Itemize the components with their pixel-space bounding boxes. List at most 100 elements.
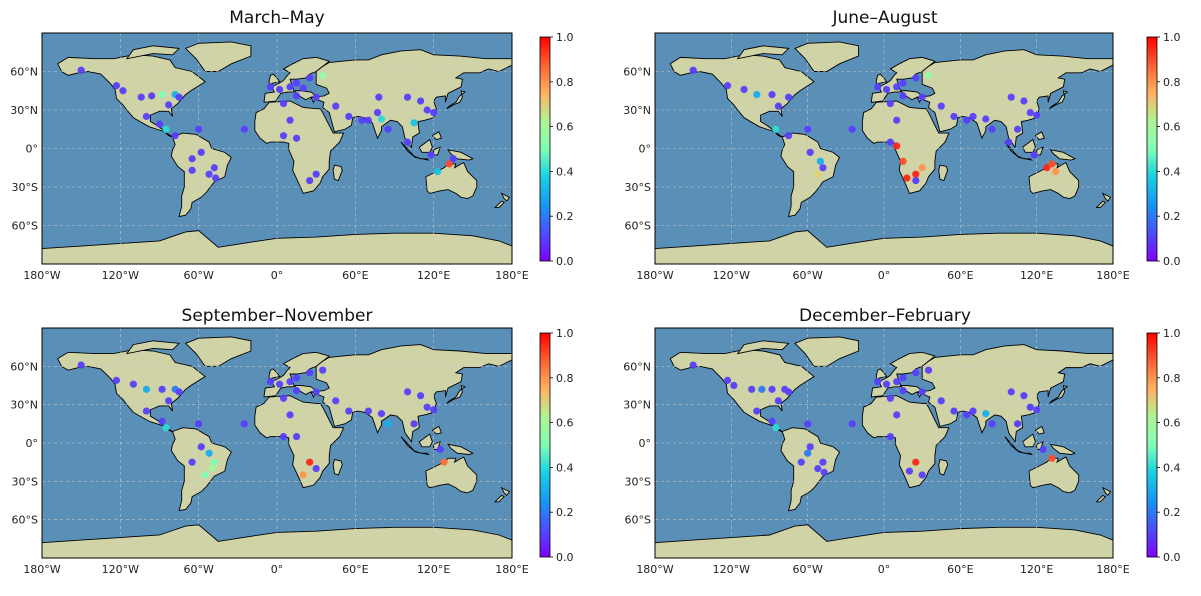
- data-point: [899, 79, 907, 87]
- lon-tick-label: 180°E: [495, 563, 528, 576]
- data-point: [772, 125, 780, 133]
- data-point: [874, 83, 882, 91]
- data-point: [403, 388, 412, 396]
- data-point: [142, 407, 151, 415]
- data-point: [820, 468, 828, 476]
- data-point: [723, 376, 732, 384]
- data-point: [937, 397, 945, 405]
- lon-tick-label: 60°W: [792, 269, 822, 282]
- data-point: [797, 458, 805, 466]
- data-point: [449, 155, 457, 163]
- data-point: [276, 380, 284, 388]
- data-point: [112, 82, 121, 90]
- data-point: [171, 132, 179, 140]
- lon-tick-label: 180°W: [636, 563, 673, 576]
- colorbar-tick-label: 0.8: [1163, 372, 1181, 385]
- data-point: [899, 92, 907, 100]
- data-point: [162, 424, 170, 432]
- lat-tick-label: 30°S: [625, 475, 651, 488]
- data-point: [119, 87, 127, 95]
- data-point: [77, 66, 85, 74]
- data-point: [819, 458, 827, 466]
- data-point: [893, 116, 901, 124]
- colorbar-tick-label: 0.4: [1163, 165, 1181, 178]
- data-point: [240, 125, 248, 133]
- panel-title: September–November: [181, 306, 373, 326]
- lat-tick-label: 0°: [639, 143, 652, 156]
- map-axes: 180°W 120°W 60°W 0° 60°E 120°E 180°E 60°N 30°N 0°…: [10, 327, 529, 576]
- data-point: [364, 407, 372, 415]
- data-point: [417, 392, 425, 400]
- data-point: [384, 420, 392, 428]
- data-point: [286, 378, 294, 386]
- data-point: [768, 417, 776, 425]
- lon-tick-label: 120°W: [713, 563, 750, 576]
- lat-tick-label: 0°: [26, 437, 39, 450]
- colorbar: 0.0 0.2 0.4 0.6 0.8 1.0: [539, 327, 574, 564]
- lon-tick-label: 60°E: [947, 269, 973, 282]
- colorbar-tick-label: 0.0: [1163, 255, 1181, 268]
- data-point: [188, 458, 196, 466]
- data-point: [208, 464, 216, 473]
- map-frame: [41, 32, 513, 265]
- data-point: [427, 151, 435, 159]
- lon-tick-label: 180°W: [23, 563, 60, 576]
- lat-tick-label: 60°N: [623, 360, 651, 373]
- map-frame: [654, 327, 1114, 559]
- colorbar-tick-label: 0.4: [556, 165, 574, 178]
- data-point: [804, 449, 812, 457]
- colorbar-tick-label: 0.2: [556, 506, 574, 519]
- data-point: [165, 397, 173, 405]
- lon-tick-label: 60°E: [947, 563, 973, 576]
- lon-tick-label: 180°W: [636, 269, 673, 282]
- data-point: [804, 420, 812, 428]
- data-point: [1052, 168, 1060, 176]
- data-point: [912, 458, 920, 466]
- data-point: [1013, 420, 1022, 428]
- data-point: [982, 410, 990, 418]
- map-frame: [41, 327, 513, 559]
- colorbar-tick-label: 0.0: [1163, 551, 1181, 564]
- data-point: [893, 411, 901, 419]
- colorbar-tick-label: 0.6: [556, 417, 574, 430]
- data-point: [266, 83, 275, 91]
- data-point: [210, 458, 218, 466]
- data-point: [292, 374, 301, 382]
- map-axes: 180°W 120°W 60°W 0° 60°E 120°E 180°E 60°N 30°N 0°…: [623, 327, 1130, 576]
- data-point: [772, 424, 780, 432]
- data-point: [784, 93, 793, 101]
- data-point: [918, 388, 926, 396]
- lon-tick-label: 0°: [878, 563, 891, 576]
- data-point: [893, 142, 901, 150]
- data-point: [1043, 164, 1051, 172]
- data-point: [345, 407, 353, 415]
- data-point: [112, 376, 121, 384]
- panel-title: March–May: [229, 8, 325, 28]
- data-point: [175, 388, 183, 396]
- colorbar-tick-label: 0.4: [1163, 461, 1181, 474]
- colorbar-tick-label: 1.0: [1163, 327, 1181, 340]
- data-point: [899, 157, 907, 165]
- lon-tick-label: 60°E: [342, 563, 368, 576]
- data-point: [969, 407, 977, 415]
- data-point: [689, 361, 697, 369]
- lon-tick-label: 0°: [271, 269, 284, 282]
- data-point: [1033, 111, 1041, 119]
- data-point: [1039, 445, 1047, 453]
- data-point: [306, 458, 314, 466]
- data-point: [299, 84, 307, 92]
- lon-tick-label: 180°E: [495, 269, 528, 282]
- data-point: [410, 119, 418, 127]
- data-point: [423, 403, 431, 411]
- data-point: [988, 125, 996, 133]
- data-point: [899, 374, 907, 382]
- data-point: [937, 102, 945, 110]
- data-point: [410, 420, 418, 428]
- data-point: [740, 85, 748, 94]
- data-point: [963, 116, 971, 124]
- data-point: [848, 420, 856, 428]
- map-panel-winter: December–February: [600, 298, 1200, 596]
- data-point: [312, 464, 320, 473]
- colorbar-gradient: [539, 36, 551, 262]
- data-point: [279, 394, 288, 402]
